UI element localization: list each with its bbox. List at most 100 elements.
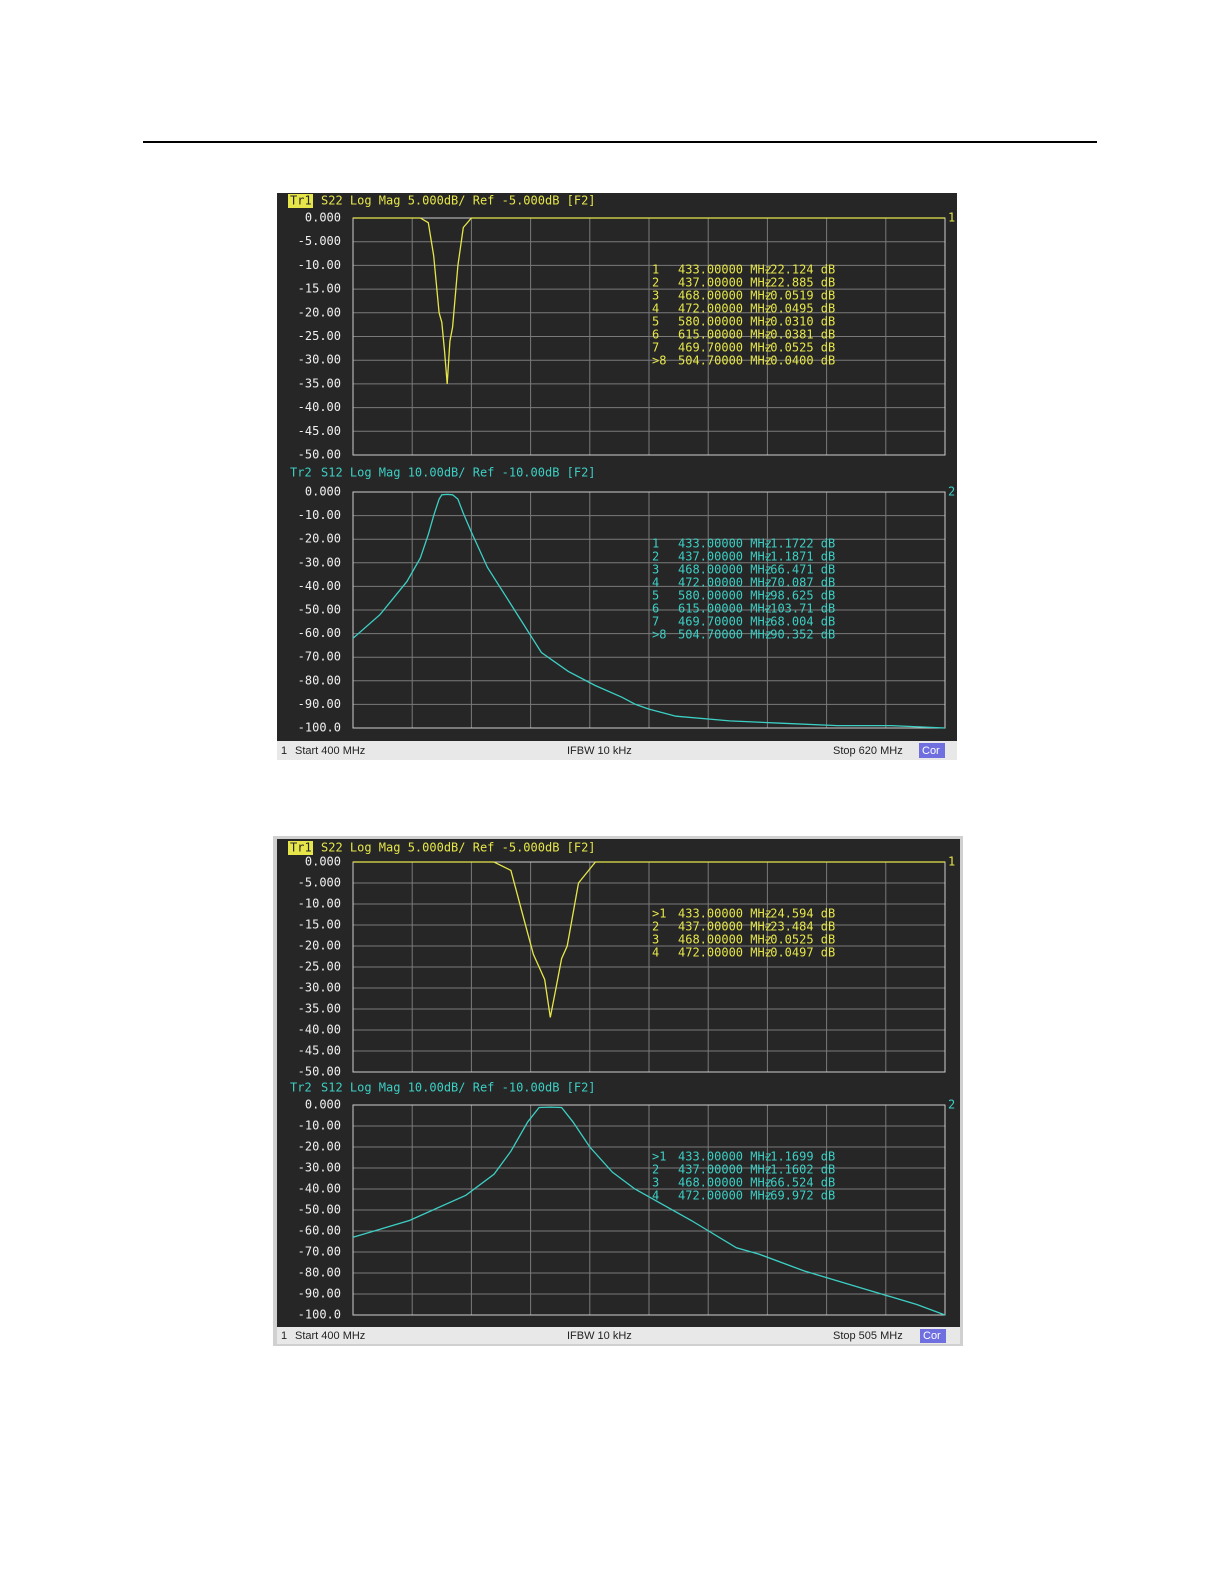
y-tick-label: -50.00 bbox=[298, 1065, 341, 1079]
y-tick-label: 0.000 bbox=[305, 1098, 341, 1112]
marker-cell: 3 bbox=[652, 289, 659, 303]
y-tick-label: -60.00 bbox=[298, 1224, 341, 1238]
ifbw: IFBW 10 kHz bbox=[567, 1330, 632, 1342]
trace-label: Tr1 bbox=[290, 194, 312, 208]
marker-cell: 433.00000 MHz bbox=[678, 907, 772, 921]
marker-cell: 433.00000 MHz bbox=[678, 263, 772, 277]
marker-cell: 468.00000 MHz bbox=[678, 289, 772, 303]
active-trace-box bbox=[288, 194, 313, 208]
y-tick-label: -70.00 bbox=[298, 1245, 341, 1259]
trace-label: Tr2 bbox=[290, 1081, 312, 1095]
trace-header: S22 Log Mag 5.000dB/ Ref -5.000dB [F2] bbox=[321, 194, 596, 208]
marker-cell: 6 bbox=[652, 602, 659, 616]
marker-cell: -0.0381 dB bbox=[763, 328, 835, 342]
marker-cell: 4 bbox=[652, 946, 659, 960]
trace-header: S12 Log Mag 10.00dB/ Ref -10.00dB [F2] bbox=[321, 1081, 596, 1095]
marker-cell: -66.471 dB bbox=[763, 563, 835, 577]
y-tick-label: -30.00 bbox=[298, 981, 341, 995]
trace-end-label: 1 bbox=[948, 855, 955, 869]
marker-cell: 5 bbox=[652, 315, 659, 329]
y-tick-label: -70.00 bbox=[298, 650, 341, 664]
trace bbox=[353, 861, 945, 1018]
marker-cell: 437.00000 MHz bbox=[678, 920, 772, 934]
marker-cell: -70.087 dB bbox=[763, 576, 835, 590]
trace-header: S12 Log Mag 10.00dB/ Ref -10.00dB [F2] bbox=[321, 466, 596, 480]
marker-cell: -69.972 dB bbox=[763, 1189, 835, 1203]
marker-cell: 433.00000 MHz bbox=[678, 537, 772, 551]
y-tick-label: -20.00 bbox=[298, 1140, 341, 1154]
status-bar-1 bbox=[277, 741, 957, 760]
marker-cell: -0.0310 dB bbox=[763, 315, 835, 329]
y-tick-label: -30.00 bbox=[298, 353, 341, 367]
marker-cell: 615.00000 MHz bbox=[678, 602, 772, 616]
marker-cell: 2 bbox=[652, 276, 659, 290]
marker-cell: 504.70000 MHz bbox=[678, 628, 772, 642]
marker-cell: 433.00000 MHz bbox=[678, 1150, 772, 1164]
channel: 1 bbox=[281, 1330, 287, 1342]
marker-cell: 3 bbox=[652, 563, 659, 577]
marker-cell: 2 bbox=[652, 550, 659, 564]
marker-cell: 504.70000 MHz bbox=[678, 354, 772, 368]
trace-header: S22 Log Mag 5.000dB/ Ref -5.000dB [F2] bbox=[321, 841, 596, 855]
y-tick-label: -5.000 bbox=[298, 234, 341, 248]
y-tick-label: -30.00 bbox=[298, 1161, 341, 1175]
y-tick-label: -80.00 bbox=[298, 673, 341, 687]
screen-1 bbox=[277, 193, 957, 741]
marker-cell: 472.00000 MHz bbox=[678, 946, 772, 960]
y-tick-label: -80.00 bbox=[298, 1266, 341, 1280]
marker-cell: -66.524 dB bbox=[763, 1176, 835, 1190]
marker-cell: 472.00000 MHz bbox=[678, 302, 772, 316]
y-tick-label: -40.00 bbox=[298, 1023, 341, 1037]
y-tick-label: -90.00 bbox=[298, 1287, 341, 1301]
y-tick-label: -25.00 bbox=[298, 960, 341, 974]
status-bar-2 bbox=[277, 1327, 960, 1344]
marker-cell: -0.0525 dB bbox=[763, 933, 835, 947]
marker-cell: 437.00000 MHz bbox=[678, 550, 772, 564]
marker-cell: 472.00000 MHz bbox=[678, 576, 772, 590]
trace-end-label: 2 bbox=[948, 1098, 955, 1112]
marker-cell: 3 bbox=[652, 933, 659, 947]
start: Start 400 MHz bbox=[295, 1330, 365, 1342]
marker-cell: 1 bbox=[652, 537, 659, 551]
y-tick-label: -40.00 bbox=[298, 579, 341, 593]
marker-cell: 2 bbox=[652, 1163, 659, 1177]
trace-end-label: 1 bbox=[948, 211, 955, 225]
status-badge bbox=[919, 743, 945, 758]
marker-cell: 469.70000 MHz bbox=[678, 341, 772, 355]
y-tick-label: -20.00 bbox=[298, 939, 341, 953]
stop: Stop 620 MHz bbox=[833, 745, 903, 757]
start: Start 400 MHz bbox=[295, 745, 365, 757]
marker-cell: -0.0525 dB bbox=[763, 341, 835, 355]
y-tick-label: -35.00 bbox=[298, 376, 341, 390]
y-tick-label: -10.00 bbox=[298, 897, 341, 911]
marker-cell: 468.00000 MHz bbox=[678, 563, 772, 577]
marker-cell: 472.00000 MHz bbox=[678, 1189, 772, 1203]
active-trace-box bbox=[288, 841, 313, 855]
marker-cell: -22.885 dB bbox=[763, 276, 835, 290]
stop: Stop 505 MHz bbox=[833, 1330, 903, 1342]
ifbw: IFBW 10 kHz bbox=[567, 745, 632, 757]
marker-cell: -23.484 dB bbox=[763, 920, 835, 934]
y-tick-label: -45.00 bbox=[298, 424, 341, 438]
y-tick-label: -45.00 bbox=[298, 1044, 341, 1058]
y-tick-label: -40.00 bbox=[298, 400, 341, 414]
marker-cell: -1.1722 dB bbox=[763, 537, 835, 551]
marker-cell: 469.70000 MHz bbox=[678, 615, 772, 629]
y-tick-label: -25.00 bbox=[298, 329, 341, 343]
y-tick-label: -20.00 bbox=[298, 305, 341, 319]
marker-cell: 580.00000 MHz bbox=[678, 315, 772, 329]
marker-cell: -98.625 dB bbox=[763, 589, 835, 603]
marker-cell: -22.124 dB bbox=[763, 263, 835, 277]
marker-cell: -90.352 dB bbox=[763, 628, 835, 642]
trace bbox=[352, 493, 946, 729]
marker-cell: 7 bbox=[652, 615, 659, 629]
y-tick-label: -10.00 bbox=[298, 508, 341, 522]
marker-cell: -0.0400 dB bbox=[763, 354, 835, 368]
marker-cell: 5 bbox=[652, 589, 659, 603]
y-tick-label: -35.00 bbox=[298, 1002, 341, 1016]
y-tick-label: -30.00 bbox=[298, 555, 341, 569]
marker-cell: 1 bbox=[652, 263, 659, 277]
channel: 1 bbox=[281, 745, 287, 757]
